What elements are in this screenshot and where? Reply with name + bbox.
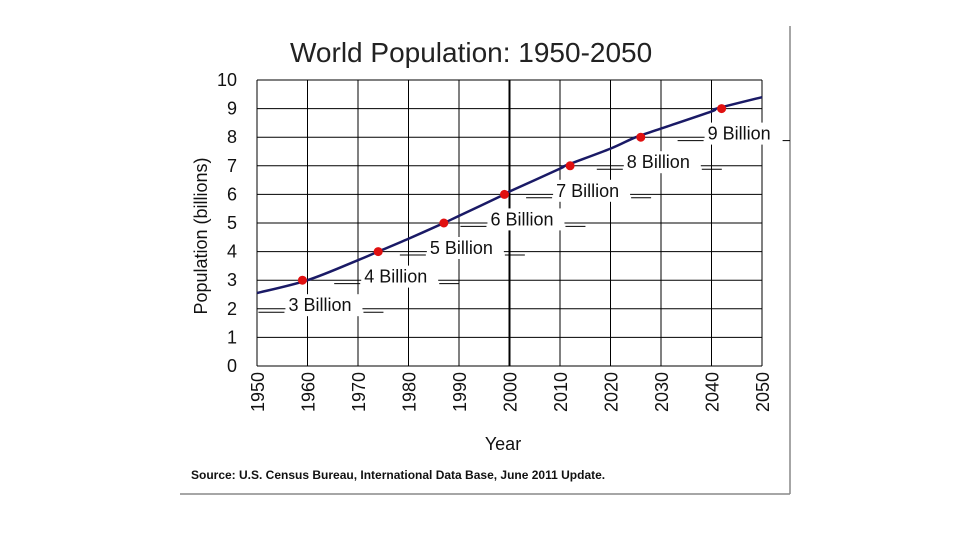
x-tick-label: 1970 [349, 372, 369, 412]
tick-labels: 0 1 2 3 4 5 6 7 8 9 10 1950 1960 1970 1980 1990 2000 2010… [217, 70, 773, 412]
source-note: Source: U.S. Census Bureau, Internationa… [191, 468, 605, 482]
milestone-point [636, 132, 646, 142]
milestone-label: 7 Billion [556, 181, 619, 201]
y-tick-label: 9 [227, 99, 237, 119]
x-tick-label: 1960 [299, 372, 319, 412]
population-line [256, 95, 763, 295]
milestone-label: 9 Billion [708, 124, 771, 144]
x-tick-label: 1980 [400, 372, 420, 412]
milestone-label: 4 Billion [364, 267, 427, 287]
x-tick-label: 1990 [450, 372, 470, 412]
y-tick-label: 4 [227, 242, 237, 262]
y-tick-label: 1 [227, 327, 237, 347]
milestone-label: 6 Billion [490, 209, 553, 229]
y-tick-label: 7 [227, 156, 237, 176]
milestone-label: 5 Billion [430, 238, 493, 258]
milestone-label-bg [704, 122, 782, 145]
milestone-label: 3 Billion [288, 295, 351, 315]
milestone-point [565, 161, 575, 171]
y-tick-label: 8 [227, 127, 237, 147]
y-axis-label: Population (billions) [191, 157, 211, 314]
milestone-label-bg [426, 237, 504, 259]
milestone-label: 8 Billion [627, 152, 690, 172]
x-tick-label: 1950 [248, 372, 268, 412]
x-tick-label: 2030 [652, 372, 672, 412]
y-tick-label: 5 [227, 213, 237, 233]
milestone-point [499, 189, 509, 199]
grid [256, 79, 763, 367]
milestone-label-bg [361, 265, 439, 288]
y-tick-label: 0 [227, 356, 237, 376]
x-tick-label: 2010 [551, 372, 571, 412]
milestone-point [373, 247, 383, 257]
milestone-point [717, 104, 727, 114]
milestone-label-bg [553, 179, 631, 202]
chart-title: World Population: 1950-2050 [290, 37, 652, 68]
y-tick-label: 6 [227, 184, 237, 204]
y-tick-label: 2 [227, 299, 237, 319]
milestone-point [439, 218, 449, 228]
milestone-label-bg [487, 208, 565, 231]
x-tick-label: 2050 [753, 372, 773, 412]
x-tick-label: 2020 [602, 372, 622, 412]
x-tick-label: 2040 [703, 372, 723, 412]
x-tick-label: 2000 [501, 372, 521, 412]
milestone-label-bg [623, 151, 701, 174]
milestone-point [297, 275, 307, 285]
x-axis-label: Year [485, 434, 521, 454]
milestone-label-bg [285, 294, 363, 317]
y-tick-label: 10 [217, 70, 237, 90]
y-tick-label: 3 [227, 270, 237, 290]
